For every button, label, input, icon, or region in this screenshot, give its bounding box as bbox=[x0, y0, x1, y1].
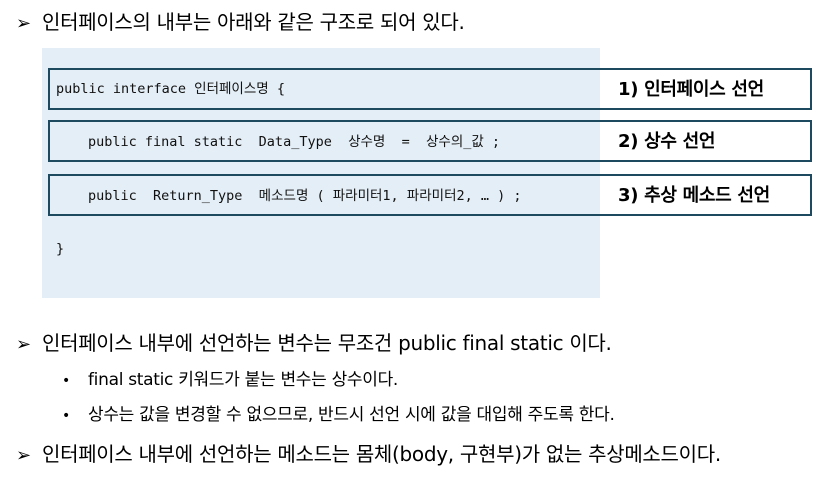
code-line-interface: public interface 인터페이스명 { bbox=[56, 81, 285, 97]
heading-structure: ➢ 인터페이스의 내부는 아래와 같은 구조로 되어 있다. bbox=[16, 10, 465, 36]
arrow-bullet-icon: ➢ bbox=[16, 445, 31, 466]
bullet-dot-icon: • bbox=[62, 408, 70, 424]
abstract-method-declaration-box bbox=[48, 174, 812, 216]
bullet-dot-icon: • bbox=[62, 373, 70, 389]
bullet-item-text: 상수는 값을 변경할 수 없으므로, 반드시 선언 시에 값을 대입해 주도록 … bbox=[88, 405, 615, 425]
constant-declaration-box bbox=[48, 120, 812, 162]
point-methods: ➢ 인터페이스 내부에 선언하는 메소드는 몸체(body, 구현부)가 없는 추… bbox=[16, 442, 721, 468]
code-line-constant: public final static Data_Type 상수명 = 상수의_… bbox=[88, 134, 501, 150]
bullet-item: • final static 키워드가 붙는 변수는 상수이다. bbox=[62, 369, 398, 392]
label-interface-declaration: 1) 인터페이스 선언 bbox=[618, 79, 764, 100]
code-line-method: public Return_Type 메소드명 ( 파라미터1, 파라미터2, … bbox=[88, 188, 522, 204]
arrow-bullet-icon: ➢ bbox=[16, 334, 31, 355]
point-variables: ➢ 인터페이스 내부에 선언하는 변수는 무조건 public final sta… bbox=[16, 331, 612, 357]
label-constant-declaration: 2) 상수 선언 bbox=[618, 131, 716, 152]
code-line-closing-brace: } bbox=[56, 241, 65, 257]
point-methods-text: 인터페이스 내부에 선언하는 메소드는 몸체(body, 구현부)가 없는 추상… bbox=[42, 442, 721, 466]
arrow-bullet-icon: ➢ bbox=[16, 13, 31, 34]
heading-structure-text: 인터페이스의 내부는 아래와 같은 구조로 되어 있다. bbox=[42, 10, 465, 34]
code-block-background bbox=[42, 48, 600, 298]
bullet-item-text: final static 키워드가 붙는 변수는 상수이다. bbox=[88, 370, 399, 390]
interface-declaration-box bbox=[48, 68, 812, 110]
bullet-item: • 상수는 값을 변경할 수 없으므로, 반드시 선언 시에 값을 대입해 주도록… bbox=[62, 404, 615, 427]
point-variables-text: 인터페이스 내부에 선언하는 변수는 무조건 public final stat… bbox=[42, 331, 612, 355]
label-abstract-method-declaration: 3) 추상 메소드 선언 bbox=[618, 185, 770, 206]
